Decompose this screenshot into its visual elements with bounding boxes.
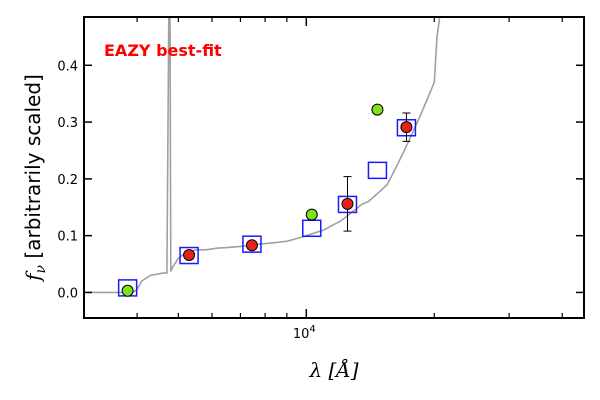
annotation-label: EAZY best-fit	[104, 41, 222, 60]
observed-point	[341, 197, 354, 210]
secondary-point	[305, 208, 318, 221]
y-tick-label: 0.1	[57, 230, 78, 245]
y-axis-label-text: fν [arbitrarily scaled]	[21, 74, 49, 283]
model-spectrum-line	[84, 17, 441, 294]
model-photometry-square	[367, 161, 388, 180]
plot-area	[84, 17, 441, 297]
secondary-point	[121, 284, 134, 297]
y-tick-label: 0.2	[57, 173, 78, 188]
secondary-point	[371, 103, 384, 116]
observed-point	[400, 121, 413, 134]
model-photometry-square	[179, 246, 199, 265]
x-axis-label: λ [Å]	[308, 357, 358, 382]
axes-frame	[83, 16, 585, 319]
y-tick-label: 0.0	[57, 286, 78, 301]
y-axis-label: fν [arbitrarily scaled]	[21, 74, 49, 283]
observed-point	[183, 248, 196, 261]
x-tick-label: 104	[293, 324, 316, 342]
axis-ticks: 0.0 0.1 0.2 0.3 0.4 104	[57, 17, 584, 342]
y-tick-label: 0.3	[57, 116, 78, 131]
model-photometry-square	[242, 235, 262, 253]
observed-point	[245, 239, 258, 252]
x-axis-label-text: λ [Å]	[308, 357, 358, 382]
y-tick-label: 0.4	[57, 59, 78, 74]
